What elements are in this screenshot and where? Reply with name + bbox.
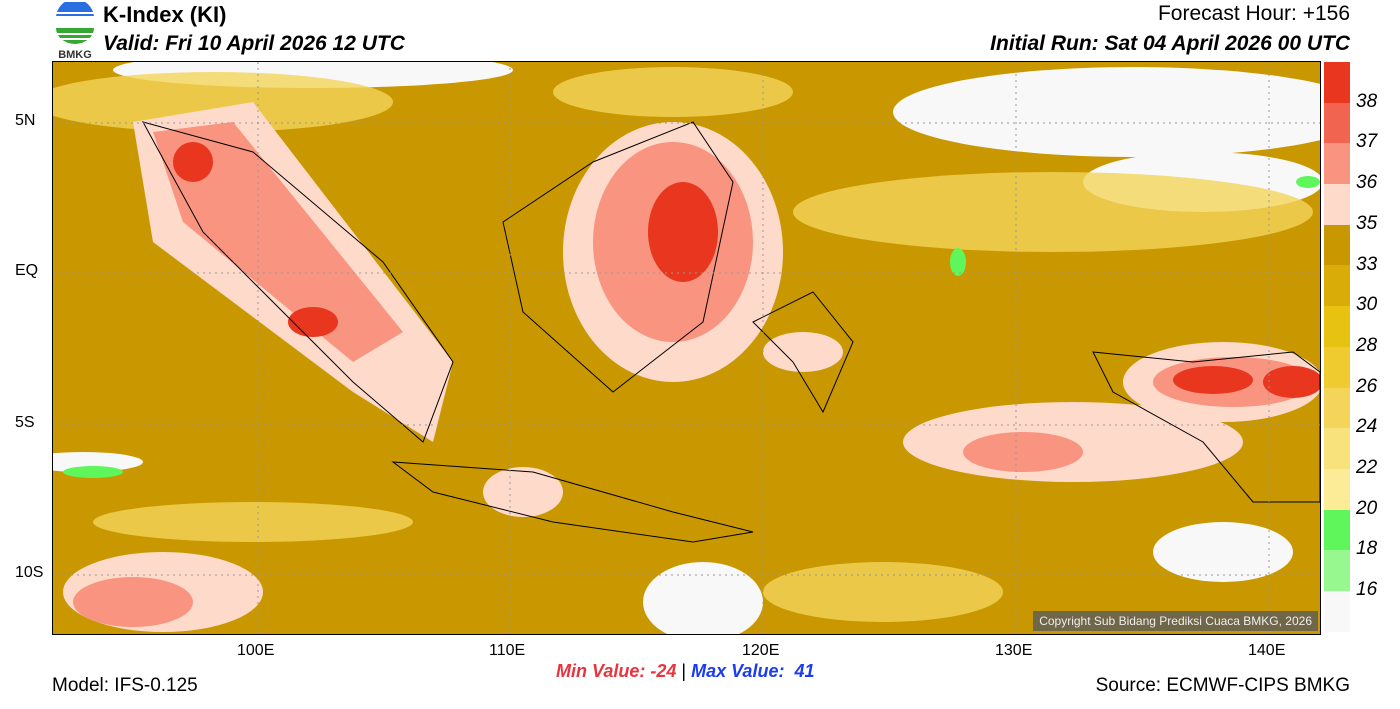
map-title: K-Index (KI) <box>103 2 227 27</box>
copyright-notice: Copyright Sub Bidang Prediksi Cuaca BMKG… <box>1033 611 1318 631</box>
source-label: Source: ECMWF-CIPS BMKG <box>1095 675 1350 696</box>
legend-label: 38 <box>1356 90 1378 112</box>
lat-label: 5S <box>15 414 35 431</box>
lat-label: 5N <box>15 112 36 129</box>
valid-time: Valid: Fri 10 April 2026 12 UTC <box>103 32 405 55</box>
legend-color-band <box>1324 265 1350 307</box>
lat-label: EQ <box>15 262 39 279</box>
forecast-hour: Forecast Hour: +156 <box>1157 2 1350 25</box>
legend-color-band <box>1324 346 1350 388</box>
legend-color-band <box>1324 306 1350 347</box>
lon-label: 120E <box>742 642 780 659</box>
legend-label: 28 <box>1356 334 1378 356</box>
lon-label: 100E <box>237 642 275 659</box>
min-value: Min Value: -24 <box>556 661 677 681</box>
legend-label: 33 <box>1356 253 1378 275</box>
legend-label: 26 <box>1356 375 1378 397</box>
color-legend <box>1324 62 1350 632</box>
legend-color-band <box>1324 550 1350 591</box>
k-index-map <box>52 61 1321 635</box>
legend-label: 20 <box>1356 497 1378 519</box>
max-value: Max Value: 41 <box>691 661 815 681</box>
legend-color-band <box>1324 387 1350 429</box>
legend-color-band <box>1324 428 1350 469</box>
legend-label: 18 <box>1356 538 1378 560</box>
bmkg-logo: BMKG <box>52 0 98 61</box>
lon-label: 140E <box>1248 642 1286 659</box>
svg-text:BMKG: BMKG <box>58 49 92 60</box>
lon-label: 110E <box>489 642 526 659</box>
legend-color-band <box>1324 590 1350 632</box>
legend-label: 24 <box>1356 416 1378 438</box>
legend-label: 16 <box>1356 579 1378 601</box>
legend-color-band <box>1324 62 1350 103</box>
legend-color-band <box>1324 102 1350 144</box>
legend-color-band <box>1324 509 1350 551</box>
lat-label: 10S <box>15 564 44 581</box>
legend-color-band <box>1324 468 1350 510</box>
lon-label: 130E <box>995 642 1033 659</box>
min-max-values: Min Value: -24 | Max Value: 41 <box>556 661 814 682</box>
legend-color-band <box>1324 143 1350 185</box>
legend-label: 22 <box>1356 457 1378 478</box>
legend-color-band <box>1324 184 1350 225</box>
legend-label: 30 <box>1356 294 1378 316</box>
legend-label: 37 <box>1356 131 1378 153</box>
legend-label: 36 <box>1356 172 1378 194</box>
model-label: Model: IFS-0.125 <box>52 675 198 696</box>
separator: | <box>681 661 687 681</box>
legend-color-band <box>1324 224 1350 266</box>
initial-run: Initial Run: Sat 04 April 2026 00 UTC <box>990 32 1350 55</box>
legend-label: 35 <box>1356 212 1378 234</box>
